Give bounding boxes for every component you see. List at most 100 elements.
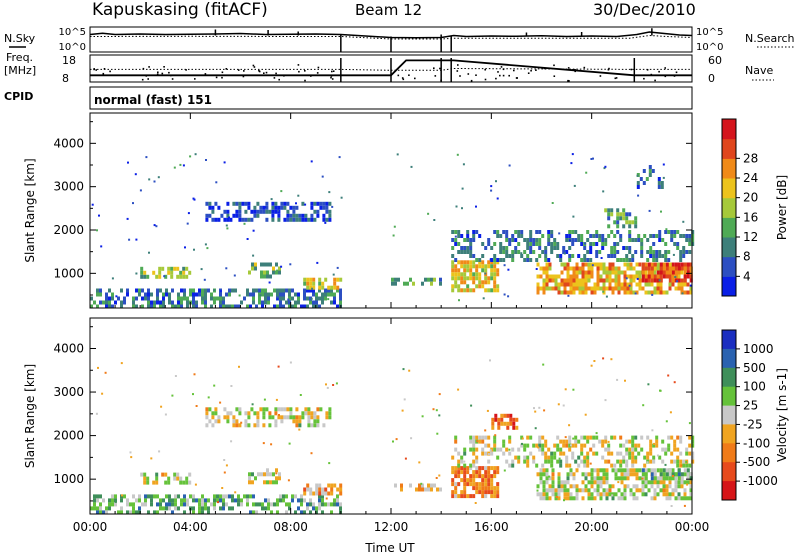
- echo-cell: [620, 286, 624, 291]
- echo-cell: [680, 480, 684, 485]
- echo-cell: [680, 278, 684, 283]
- echo-scatter: [163, 275, 166, 278]
- echo-cell: [457, 268, 461, 273]
- echo-cell: [590, 492, 594, 497]
- echo-cell: [283, 205, 287, 210]
- xtick-label: 12:00: [374, 520, 409, 534]
- echo-scatter: [462, 163, 465, 166]
- echo-scatter: [494, 434, 497, 437]
- echo-cell: [499, 242, 503, 246]
- echo-cell: [228, 292, 231, 297]
- echo-cell: [650, 270, 654, 275]
- echo-scatter: [592, 157, 594, 160]
- echo-cell: [572, 496, 576, 501]
- echo-cell: [671, 262, 675, 267]
- echo-cell: [291, 494, 294, 499]
- echo-cell: [306, 506, 309, 511]
- echo-cell: [282, 292, 285, 297]
- echo-cell: [280, 415, 284, 420]
- echo-cell: [619, 451, 623, 456]
- echo-cell: [545, 278, 549, 283]
- echo-cell: [623, 290, 627, 295]
- echo-cell: [626, 266, 630, 271]
- echo-cell: [135, 510, 138, 515]
- echo-cell: [682, 254, 686, 258]
- nave-dot: [607, 68, 610, 71]
- echo-cell: [544, 258, 548, 262]
- echo-cell: [646, 250, 650, 254]
- echo-cell: [649, 234, 653, 238]
- echo-cell: [629, 488, 633, 493]
- echo-cell: [237, 494, 240, 499]
- echo-cell: [538, 435, 542, 440]
- echo-cell: [677, 286, 681, 291]
- nave-dot: [215, 76, 218, 79]
- echo-cell: [312, 288, 315, 293]
- echo-cell: [264, 296, 267, 301]
- echo-cell: [523, 250, 527, 254]
- echo-cell: [478, 280, 482, 285]
- echo-cell: [457, 260, 461, 265]
- echo-cell: [631, 459, 635, 464]
- echo-cell: [162, 498, 165, 503]
- echo-cell: [481, 439, 485, 444]
- echo-scatter: [393, 225, 396, 228]
- echo-scatter: [573, 184, 576, 187]
- echo-cell: [637, 451, 641, 456]
- velocity-colorbar-swatch: [722, 367, 736, 388]
- echo-cell: [286, 209, 290, 214]
- echo-cell: [189, 494, 192, 499]
- nave-dot: [535, 69, 537, 71]
- echo-cell: [644, 274, 648, 279]
- echo-cell: [183, 494, 186, 499]
- echo-cell: [460, 234, 464, 238]
- echo-cell: [644, 266, 648, 271]
- echo-cell: [328, 415, 332, 420]
- echo-cell: [523, 258, 527, 262]
- x-axis-label: Time UT: [364, 541, 415, 554]
- nave-dot: [615, 77, 618, 79]
- echo-cell: [590, 484, 594, 489]
- echo-cell: [219, 304, 222, 309]
- echo-cell: [659, 468, 663, 473]
- echo-cell: [608, 270, 612, 275]
- echo-cell: [298, 213, 302, 218]
- echo-scatter: [636, 277, 639, 280]
- echo-cell: [150, 304, 153, 309]
- echo-cell: [301, 217, 305, 222]
- echo-cell: [569, 492, 573, 497]
- echo-cell: [655, 443, 659, 448]
- echo-cell: [192, 288, 195, 293]
- echo-cell: [638, 262, 642, 267]
- echo-cell: [484, 246, 488, 250]
- echo-cell: [674, 262, 678, 267]
- echo-cell: [463, 478, 467, 483]
- echo-scatter: [97, 366, 99, 369]
- echo-cell: [638, 282, 642, 287]
- echo-cell: [472, 439, 476, 444]
- echo-scatter: [673, 381, 676, 384]
- echo-cell: [631, 220, 635, 225]
- echo-cell: [683, 496, 687, 501]
- echo-cell: [147, 300, 150, 305]
- echo-cell: [683, 266, 687, 271]
- echo-cell: [120, 498, 123, 503]
- echo-cell: [676, 455, 680, 460]
- echo-cell: [205, 411, 209, 416]
- echo-scatter: [607, 440, 610, 443]
- echo-cell: [132, 300, 135, 305]
- echo-scatter: [533, 407, 535, 410]
- echo-cell: [641, 480, 645, 485]
- echo-cell: [548, 488, 552, 493]
- echo-scatter: [98, 214, 100, 217]
- echo-cell: [336, 494, 339, 499]
- echo-cell: [493, 486, 497, 491]
- echo-cell: [569, 496, 573, 501]
- power-colorbar-swatch: [722, 158, 736, 179]
- echo-cell: [472, 254, 476, 258]
- echo-cell: [544, 250, 548, 254]
- echo-cell: [647, 480, 651, 485]
- echo-cell: [325, 201, 329, 206]
- echo-scatter: [278, 414, 280, 416]
- echo-scatter: [217, 501, 219, 504]
